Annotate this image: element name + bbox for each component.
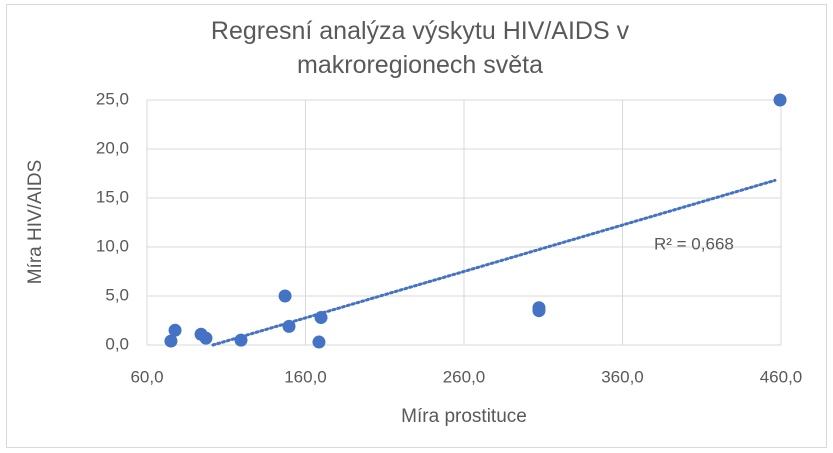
data-point <box>532 304 546 318</box>
y-tick-label: 0,0 <box>105 334 129 353</box>
chart-frame <box>6 4 827 448</box>
data-point <box>199 331 213 345</box>
data-point <box>234 333 248 347</box>
data-point <box>168 323 182 337</box>
data-point <box>164 334 178 348</box>
x-tick-label: 160,0 <box>284 367 327 386</box>
data-point <box>278 289 292 303</box>
data-point <box>282 319 296 333</box>
data-point <box>773 93 787 107</box>
x-tick-label: 360,0 <box>601 367 644 386</box>
chart-title: Regresní analýza výskytu HIV/AIDS v makr… <box>210 17 630 79</box>
trendline-annotation: R² = 0,668 <box>654 234 734 253</box>
trendline <box>211 178 777 347</box>
x-axis-label: Míra prostituce <box>401 406 527 427</box>
x-tick-label: 460,0 <box>760 367 803 386</box>
y-tick-label: 15,0 <box>96 187 129 206</box>
x-tick-label: 60,0 <box>130 367 163 386</box>
data-point <box>314 311 328 325</box>
y-axis-label: Míra HIV/AIDS <box>25 160 46 285</box>
x-tick-label: 260,0 <box>443 367 486 386</box>
y-tick-label: 10,0 <box>96 236 129 255</box>
y-tick-label: 20,0 <box>96 138 129 157</box>
y-tick-label: 5,0 <box>105 285 129 304</box>
y-tick-label: 25,0 <box>96 89 129 108</box>
data-point <box>312 335 326 349</box>
